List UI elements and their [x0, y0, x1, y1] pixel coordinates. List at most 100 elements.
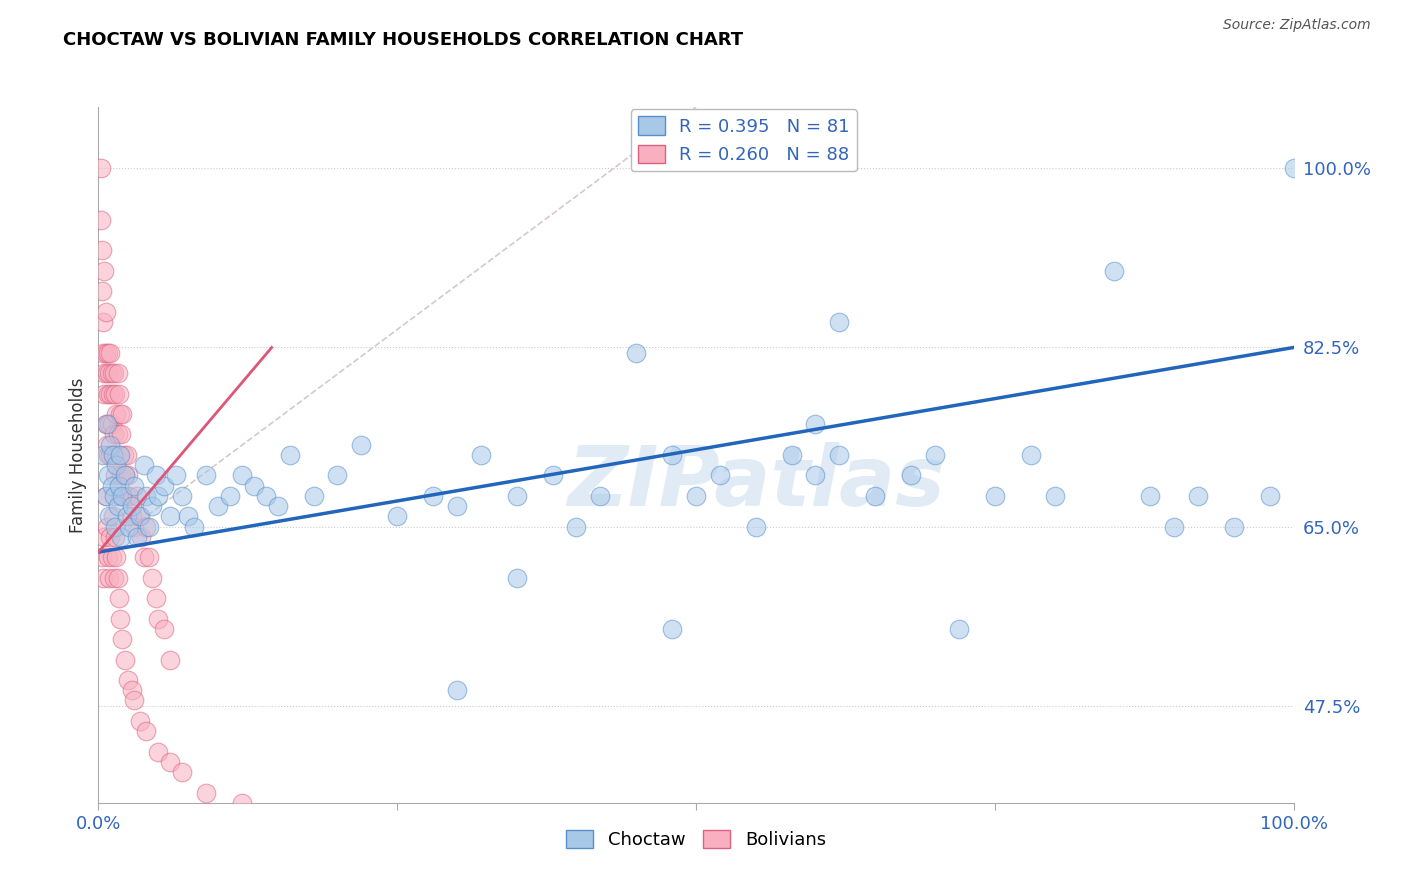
Point: [589, 489, 612, 503]
Point: [104, 530, 127, 544]
Point: [114, 468, 136, 483]
Point: [541, 468, 564, 483]
Point: [195, 468, 218, 483]
Point: [98, 417, 121, 432]
Point: [125, 530, 148, 544]
Point: [104, 386, 127, 401]
Point: [121, 499, 143, 513]
Point: [101, 448, 124, 462]
Point: [132, 458, 155, 472]
Point: [131, 530, 153, 544]
Point: [108, 407, 131, 421]
Point: [804, 468, 827, 483]
Point: [93, 386, 115, 401]
Point: [828, 315, 851, 329]
Point: [804, 417, 827, 432]
Point: [93, 530, 115, 544]
Point: [1043, 489, 1066, 503]
Point: [159, 755, 181, 769]
Point: [100, 550, 122, 565]
Point: [207, 499, 229, 513]
Point: [98, 530, 122, 544]
Point: [97, 468, 120, 483]
Point: [148, 612, 170, 626]
Point: [97, 448, 120, 462]
Point: [90, 161, 112, 176]
Point: [709, 468, 731, 483]
Point: [94, 417, 117, 432]
Point: [97, 550, 120, 565]
Point: [506, 489, 529, 503]
Point: [97, 386, 120, 401]
Y-axis label: Family Households: Family Households: [69, 377, 87, 533]
Point: [900, 468, 922, 483]
Point: [111, 407, 134, 421]
Point: [422, 489, 444, 503]
Point: [172, 765, 194, 780]
Point: [1104, 264, 1126, 278]
Legend: Choctaw, Bolivians: Choctaw, Bolivians: [558, 822, 834, 856]
Point: [661, 448, 683, 462]
Point: [984, 489, 1007, 503]
Point: [110, 468, 132, 483]
Point: [148, 745, 170, 759]
Point: [91, 284, 114, 298]
Point: [115, 448, 138, 462]
Point: [96, 519, 118, 533]
Point: [101, 448, 124, 462]
Point: [91, 345, 114, 359]
Point: [96, 417, 118, 432]
Point: [745, 519, 768, 533]
Point: [98, 438, 122, 452]
Point: [145, 591, 167, 606]
Point: [107, 448, 129, 462]
Point: [112, 448, 135, 462]
Point: [98, 386, 122, 401]
Point: [350, 438, 373, 452]
Point: [1019, 448, 1042, 462]
Point: [326, 468, 349, 483]
Text: Source: ZipAtlas.com: Source: ZipAtlas.com: [1223, 18, 1371, 32]
Point: [93, 366, 115, 380]
Point: [1258, 489, 1281, 503]
Point: [114, 468, 136, 483]
Point: [98, 448, 122, 462]
Point: [103, 366, 125, 380]
Point: [108, 612, 131, 626]
Point: [129, 509, 152, 524]
Point: [91, 244, 114, 258]
Point: [141, 499, 163, 513]
Point: [111, 489, 134, 503]
Point: [105, 448, 128, 462]
Point: [153, 622, 176, 636]
Point: [107, 386, 129, 401]
Point: [948, 622, 970, 636]
Point: [1139, 489, 1161, 503]
Point: [254, 489, 277, 503]
Point: [111, 632, 134, 646]
Point: [1187, 489, 1209, 503]
Point: [117, 468, 139, 483]
Point: [828, 448, 851, 462]
Point: [98, 366, 121, 380]
Point: [93, 264, 115, 278]
Point: [121, 683, 143, 698]
Point: [105, 407, 128, 421]
Point: [470, 448, 492, 462]
Point: [231, 468, 253, 483]
Point: [865, 489, 887, 503]
Point: [132, 550, 155, 565]
Point: [91, 571, 114, 585]
Point: [626, 345, 648, 359]
Point: [118, 519, 141, 533]
Point: [685, 489, 707, 503]
Point: [110, 427, 132, 442]
Point: [135, 489, 157, 503]
Point: [780, 448, 803, 462]
Point: [107, 366, 129, 380]
Point: [446, 683, 468, 698]
Point: [98, 509, 121, 524]
Point: [98, 345, 122, 359]
Point: [267, 499, 290, 513]
Point: [924, 448, 946, 462]
